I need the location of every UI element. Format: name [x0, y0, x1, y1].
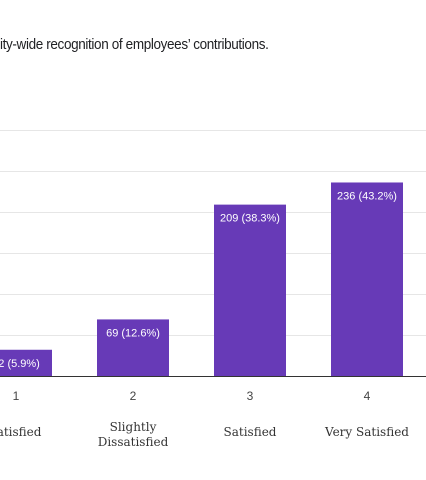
x-tick-label: 1: [13, 389, 20, 403]
category-name: Very Satisfied: [324, 425, 409, 439]
question-title: ity-wide recognition of employees’ contr…: [0, 36, 269, 53]
category-name: Slightly: [110, 420, 157, 434]
bar-value-label: 236 (43.2%): [337, 190, 397, 202]
bar: [0, 349, 52, 376]
x-tick-label: 2: [130, 389, 137, 403]
bar: [331, 182, 403, 376]
category-name: Satisfied: [224, 425, 277, 439]
x-tick-label: 4: [364, 389, 371, 403]
x-tick-label: 3: [247, 389, 254, 403]
bar-value-label: 209 (38.3%): [220, 213, 280, 225]
bar: [214, 204, 286, 376]
bar: [97, 319, 169, 376]
category-name: Dissatisfied: [98, 435, 169, 449]
category-name: satisfied: [0, 425, 42, 439]
bar-value-label: 69 (12.6%): [106, 327, 160, 339]
bar-value-label: 32 (5.9%): [0, 358, 40, 370]
